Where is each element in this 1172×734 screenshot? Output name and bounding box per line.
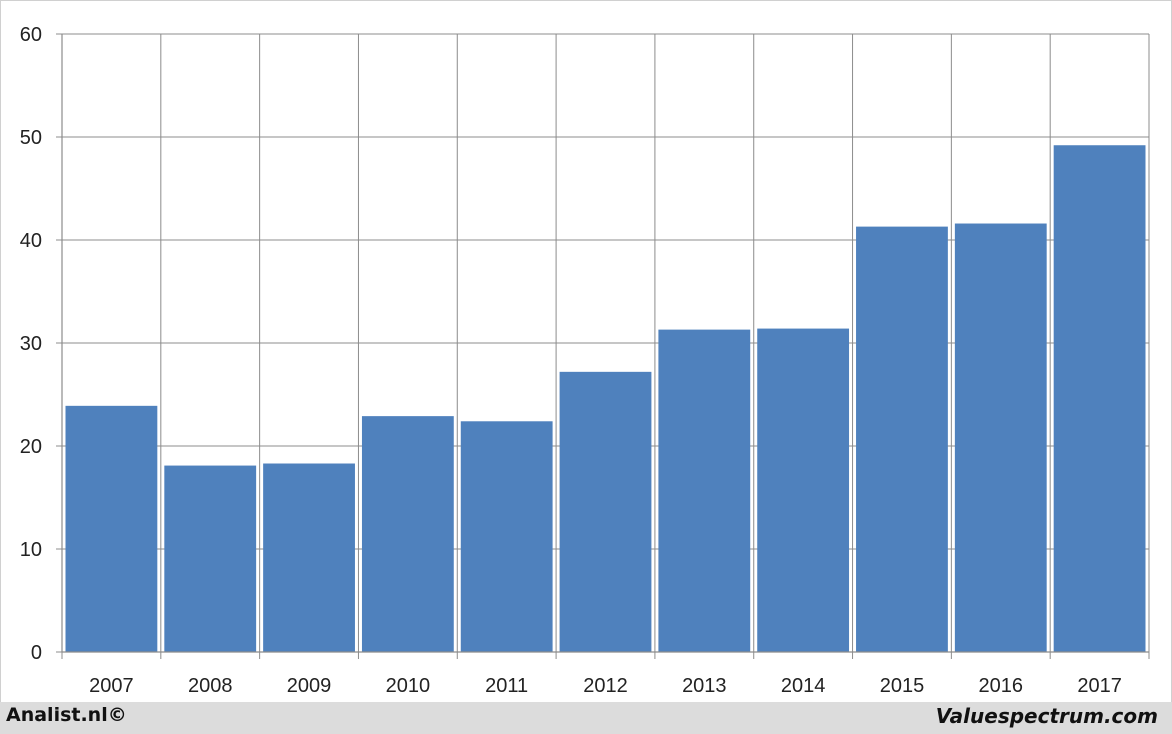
x-tick-label: 2010	[386, 675, 431, 697]
y-tick-label: 40	[20, 230, 42, 252]
x-tick-label: 2013	[682, 675, 727, 697]
bar-chart: 0 10 20 30 40 50 60 2007 2008 2009 2010 2011 2012 201…	[20, 24, 1150, 697]
footer-strip	[0, 702, 1172, 734]
bar	[1053, 145, 1146, 653]
bar	[856, 226, 948, 653]
bar	[263, 463, 355, 652]
x-tick-label: 2017	[1077, 675, 1122, 697]
bar	[658, 329, 751, 652]
valuespectrum-credit: Valuespectrum.com	[935, 704, 1158, 728]
bar	[460, 421, 553, 652]
label-layer: 0 10 20 30 40 50 60 2007 2008 2009 2010 2011 2012 201…	[20, 24, 1122, 697]
y-tick-label: 20	[20, 436, 42, 458]
analist-credit: Analist.nl©	[6, 704, 127, 726]
bar	[65, 405, 158, 652]
x-tick-label: 2007	[89, 675, 134, 697]
y-tick-label: 10	[20, 539, 42, 561]
x-tick-label: 2011	[485, 675, 528, 697]
axis-layer	[56, 33, 1150, 659]
x-tick-label: 2015	[880, 675, 925, 697]
x-tick-label: 2009	[287, 675, 332, 697]
y-tick-label: 50	[20, 127, 42, 149]
bar	[954, 223, 1047, 652]
x-tick-label: 2016	[979, 675, 1024, 697]
y-tick-label: 60	[20, 24, 42, 46]
bar	[164, 465, 257, 652]
y-tick-label: 0	[31, 642, 42, 664]
bar	[559, 371, 652, 652]
x-tick-label: 2012	[583, 675, 628, 697]
x-tick-label: 2008	[188, 675, 233, 697]
bar-layer	[65, 145, 1146, 653]
bar	[757, 328, 850, 652]
bar	[361, 416, 454, 652]
x-tick-label: 2014	[781, 675, 826, 697]
y-tick-label: 30	[20, 333, 42, 355]
